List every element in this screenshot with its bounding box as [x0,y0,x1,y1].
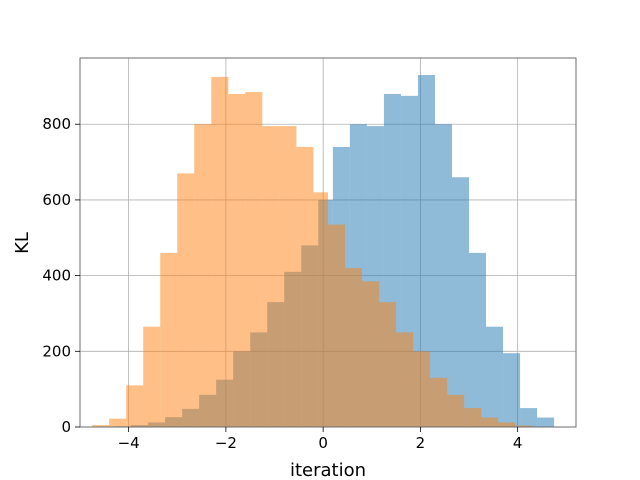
x-tick-label: 0 [318,434,328,452]
histogram-bar [228,93,246,427]
histogram-bar [262,126,280,427]
x-tick-label: 4 [513,434,523,452]
histogram-bar [452,177,470,427]
histogram-bar [92,425,110,427]
histogram-bar [417,75,435,428]
histogram-bar [211,76,229,427]
histogram-bar [160,252,178,427]
y-tick-label: 400 [42,267,71,285]
y-axis-label: KL [12,232,33,254]
y-tick-label: 200 [42,342,71,360]
histogram-bar [396,332,414,427]
series-1-bars [92,76,533,428]
histogram-bar [464,408,482,427]
plot-frame [79,57,577,428]
y-tick-label: 800 [42,115,71,133]
y-tick-label: 600 [42,191,71,209]
histogram-bar [520,408,538,427]
histogram-bar [379,302,397,427]
histogram-bar [245,92,263,428]
histogram-bar [537,417,555,427]
histogram-bar [515,425,533,427]
histogram-bar [498,422,516,427]
histogram-bar [481,417,499,427]
axis-ticks: −4 −2 0 2 4 0 200 400 600 800 [42,115,522,452]
x-tick-label: −4 [118,434,140,452]
x-tick-label: −2 [215,434,237,452]
x-axis-label: iteration [290,460,366,480]
histogram-bars [92,75,555,428]
y-tick-label: 0 [61,418,71,436]
histogram-bar [143,326,161,427]
histogram-bar [194,124,212,427]
histogram-bar [503,353,521,427]
histogram-bar [413,351,431,427]
histogram-bar [434,124,452,427]
histogram-bar [430,377,448,427]
histogram-bar [279,126,297,427]
histogram-bar [296,146,314,427]
histogram-bar [177,173,195,427]
histogram-bar [486,326,504,427]
histogram-bar [328,224,346,427]
histogram-bar [126,385,144,427]
histogram-bar [109,418,127,427]
histogram-bar [469,252,487,427]
histogram-bar [313,192,328,427]
histogram-bar [447,394,465,427]
histogram-bar [345,268,363,427]
x-tick-label: 2 [416,434,426,452]
histogram-bar [362,281,380,427]
